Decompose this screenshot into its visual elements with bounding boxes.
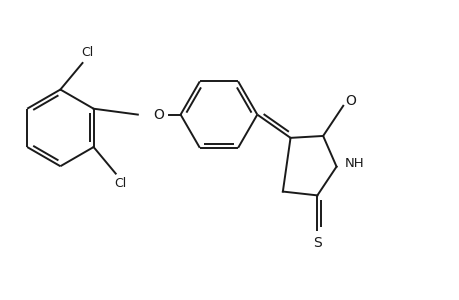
Text: Cl: Cl: [81, 46, 93, 59]
Text: Cl: Cl: [114, 177, 126, 190]
Text: O: O: [153, 108, 163, 122]
Text: S: S: [312, 236, 321, 250]
Text: NH: NH: [344, 157, 364, 170]
Text: O: O: [345, 94, 356, 108]
